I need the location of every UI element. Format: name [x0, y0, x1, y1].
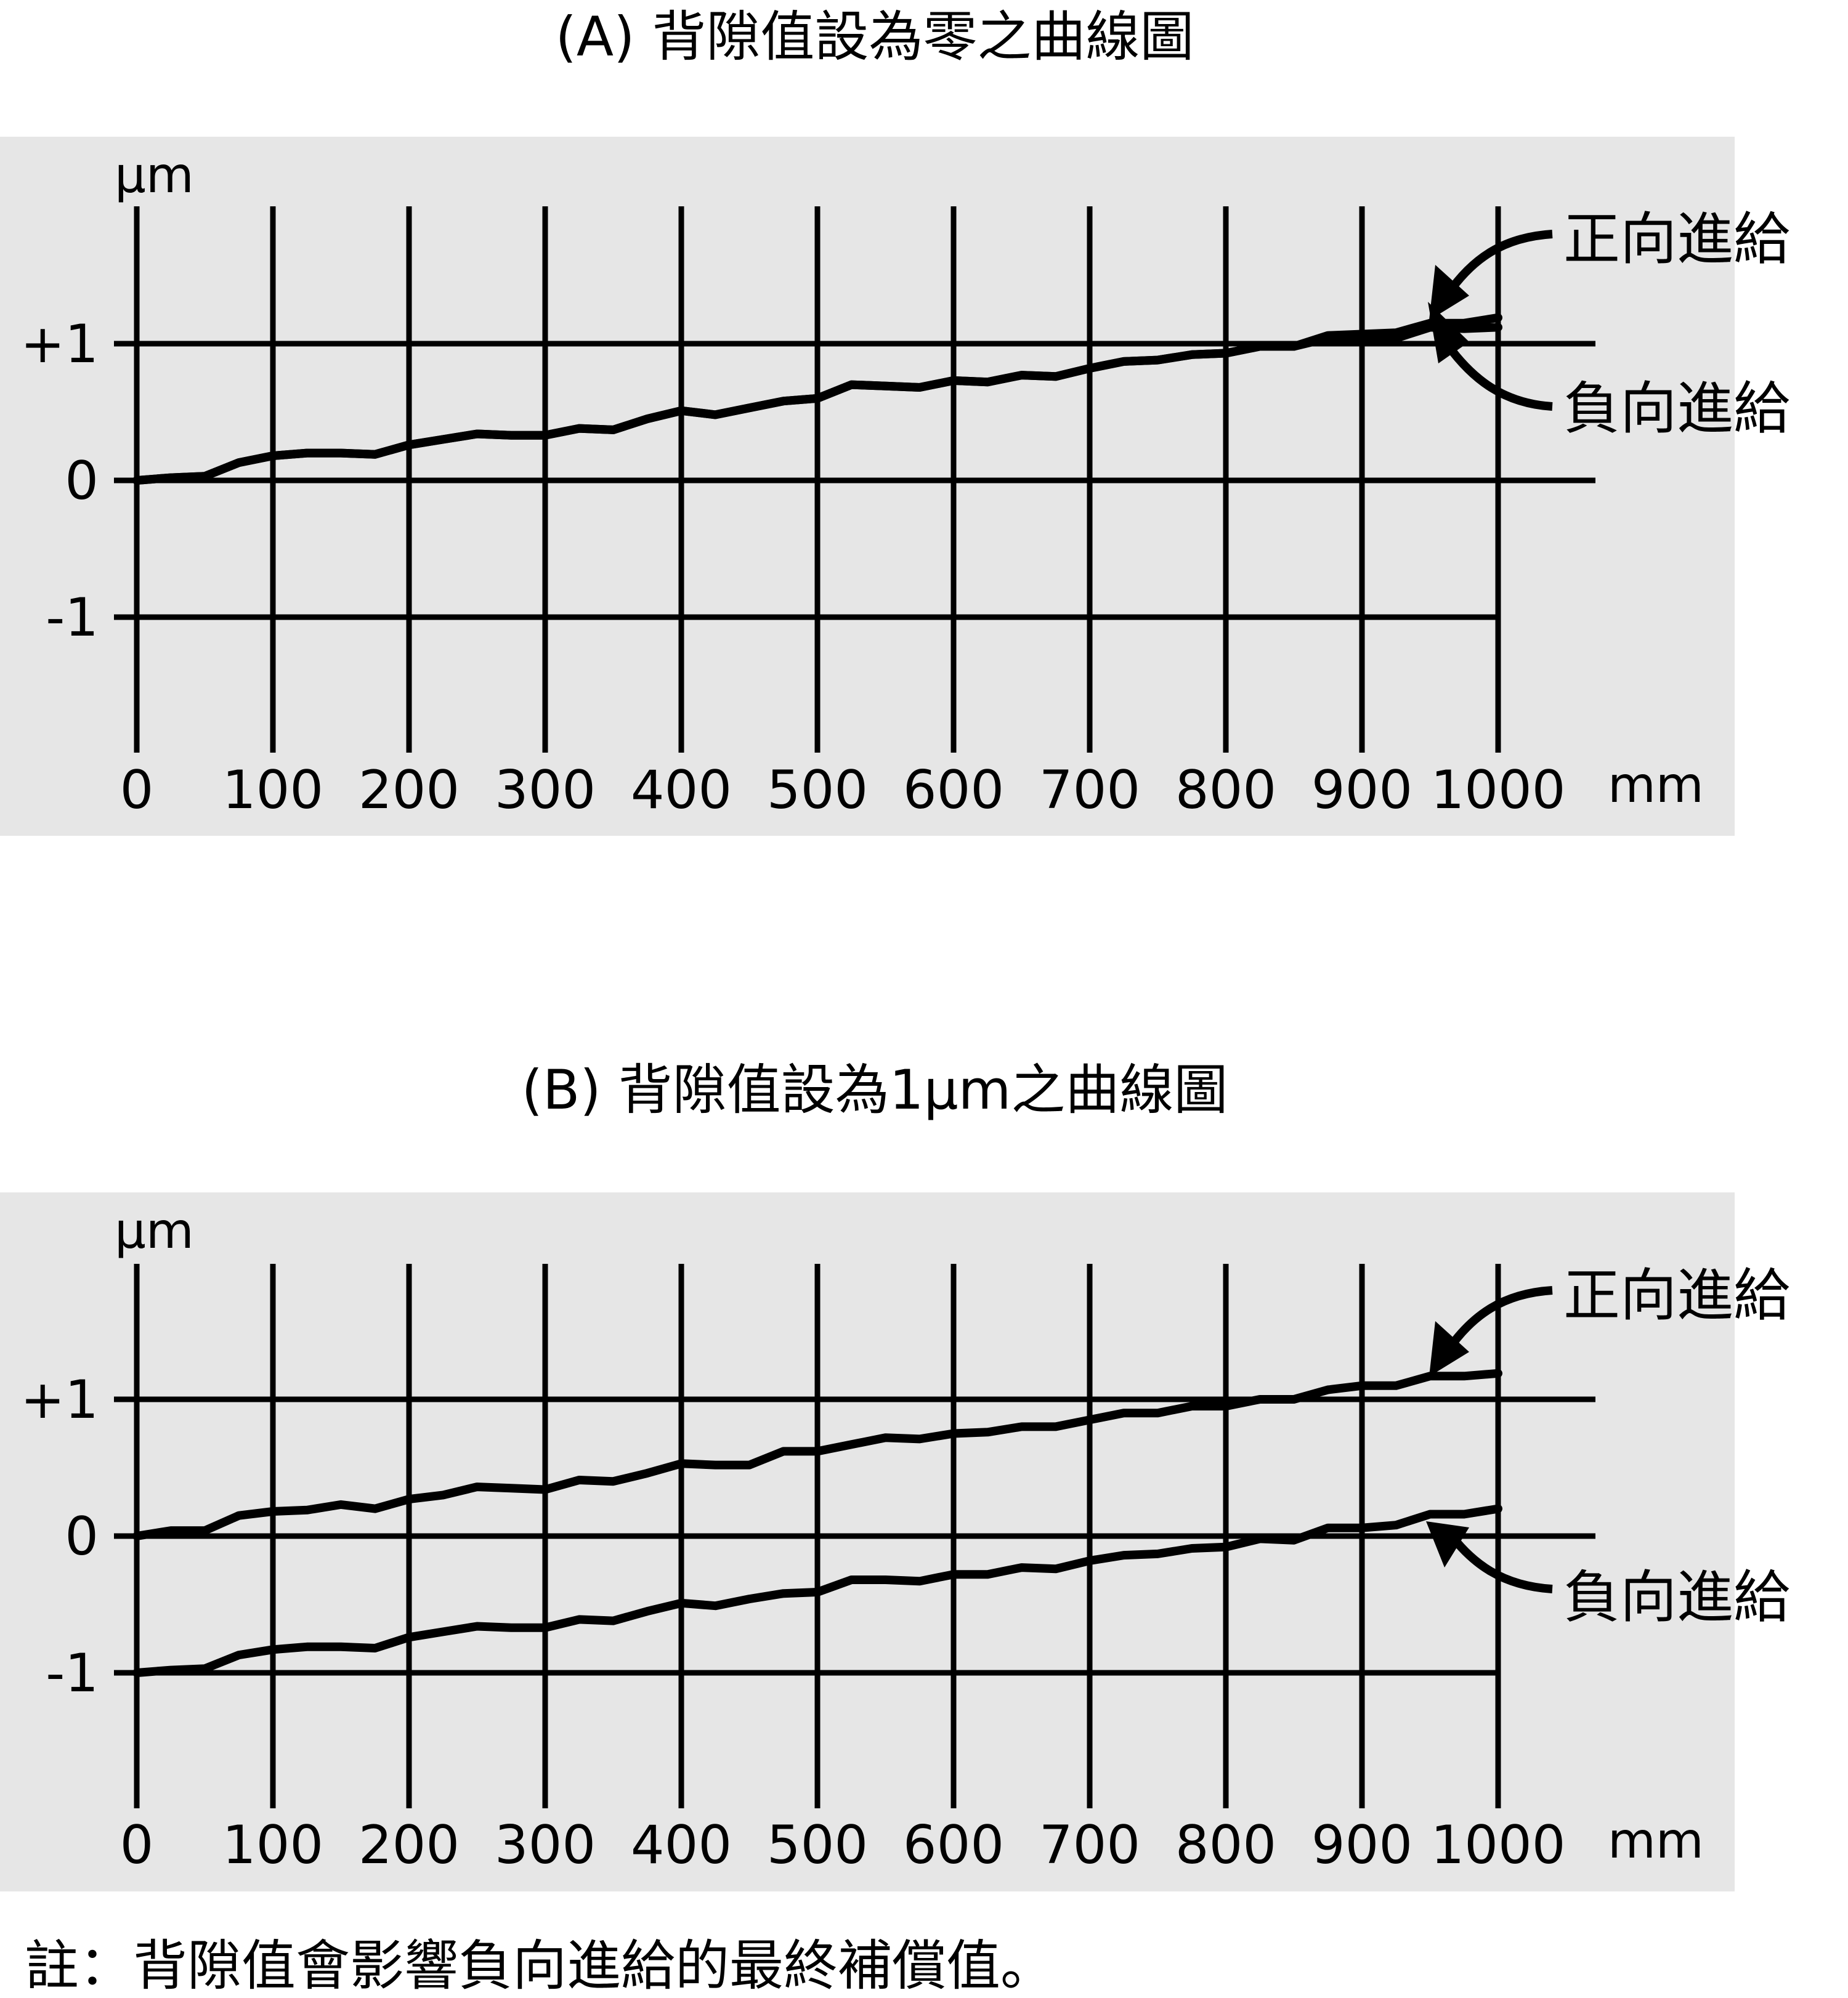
chart-b-x-tick-label: 600 — [903, 1814, 1004, 1876]
chart-b-series — [132, 1369, 1502, 1677]
chart-a-x-tick-label: 600 — [903, 759, 1004, 821]
chart-b-x-tick-label: 1000 — [1431, 1814, 1566, 1876]
chart-b-x-ticks: 0 100 200 300 400 500 600 700 800 900 1000 — [120, 1814, 1566, 1876]
chart-a-title: (A) 背隙值設為零之曲線圖 — [556, 5, 1194, 68]
chart-b-x-tick-label: 300 — [495, 1814, 596, 1876]
chart-a-panel — [0, 137, 1735, 836]
chart-b-x-tick-label: 800 — [1175, 1814, 1276, 1876]
chart-a: (A) 背隙值設為零之曲線圖 µm mm 0 100 200 300 400 500 600… — [0, 5, 1790, 836]
chart-a-negative-label: 負向進給 — [1563, 376, 1790, 442]
chart-a-x-tick-label: 200 — [359, 759, 460, 821]
footnote: 註：背隙值會影響負向進給的最終補償值。 — [25, 1934, 1055, 1997]
chart-a-x-tick-label: 1000 — [1431, 759, 1566, 821]
chart-b-x-tick-label: 500 — [767, 1814, 868, 1876]
chart-b-title: (B) 背隙值設為1µm之曲線圖 — [522, 1058, 1228, 1122]
chart-b-panel — [0, 1192, 1735, 1891]
chart-a-x-tick-label: 300 — [495, 759, 596, 821]
chart-a-y-ticks: +1 0 -1 — [20, 313, 99, 649]
chart-b-negative-arrowhead — [1426, 1521, 1469, 1567]
chart-b-x-tick-label: 400 — [631, 1814, 732, 1876]
chart-a-x-tick-label: 800 — [1175, 759, 1276, 821]
chart-a-x-tick-label: 400 — [631, 759, 732, 821]
chart-a-y-tick-label: +1 — [20, 313, 99, 375]
chart-a-negative-arrow — [1444, 342, 1553, 411]
chart-a-series-negative-line — [132, 323, 1502, 485]
chart-a-x-tick-label: 900 — [1311, 759, 1412, 821]
chart-a-x-tick-label: 100 — [222, 759, 323, 821]
chart-b-y-tick-label: -1 — [46, 1643, 99, 1704]
chart-b-series-forward-line — [132, 1369, 1502, 1540]
chart-b-y-tick-label: 0 — [65, 1506, 99, 1567]
chart-b: (B) 背隙值設為1µm之曲線圖 µm mm 0 100 200 300 400 500 6… — [0, 1058, 1790, 1891]
chart-a-series — [132, 313, 1502, 485]
chart-a-grid — [114, 206, 1595, 753]
chart-a-x-tick-label: 0 — [120, 759, 154, 821]
chart-b-grid — [114, 1264, 1595, 1808]
chart-a-x-tick-label: 500 — [767, 759, 868, 821]
chart-b-x-tick-label: 0 — [120, 1814, 154, 1876]
chart-b-series-negative-line — [132, 1504, 1502, 1677]
chart-b-forward-arrow — [1444, 1286, 1553, 1353]
chart-b-x-tick-label: 700 — [1039, 1814, 1140, 1876]
chart-b-ylabel: µm — [115, 1202, 194, 1260]
chart-b-negative-label: 負向進給 — [1563, 1564, 1790, 1630]
chart-a-x-tick-label: 700 — [1039, 759, 1140, 821]
chart-a-negative-arrowhead — [1428, 302, 1469, 363]
chart-a-forward-label: 正向進給 — [1563, 206, 1790, 272]
chart-b-y-tick-label: +1 — [20, 1369, 99, 1431]
chart-a-x-ticks: 0 100 200 300 400 500 600 700 800 900 1000 — [120, 759, 1566, 821]
chart-b-forward-label: 正向進給 — [1563, 1263, 1790, 1329]
chart-b-x-tick-label: 100 — [222, 1814, 323, 1876]
chart-a-xunit: mm — [1608, 756, 1704, 814]
chart-a-forward-arrowhead — [1429, 265, 1469, 320]
chart-a-forward-arrow — [1444, 230, 1553, 297]
chart-b-x-tick-label: 200 — [359, 1814, 460, 1876]
chart-b-x-tick-label: 900 — [1311, 1814, 1412, 1876]
chart-b-forward-arrowhead — [1429, 1321, 1469, 1377]
chart-a-y-tick-label: -1 — [46, 587, 99, 649]
chart-b-xunit: mm — [1608, 1812, 1704, 1869]
chart-a-y-tick-label: 0 — [65, 450, 99, 512]
chart-b-y-ticks: +1 0 -1 — [20, 1369, 99, 1704]
chart-a-ylabel: µm — [115, 147, 194, 204]
